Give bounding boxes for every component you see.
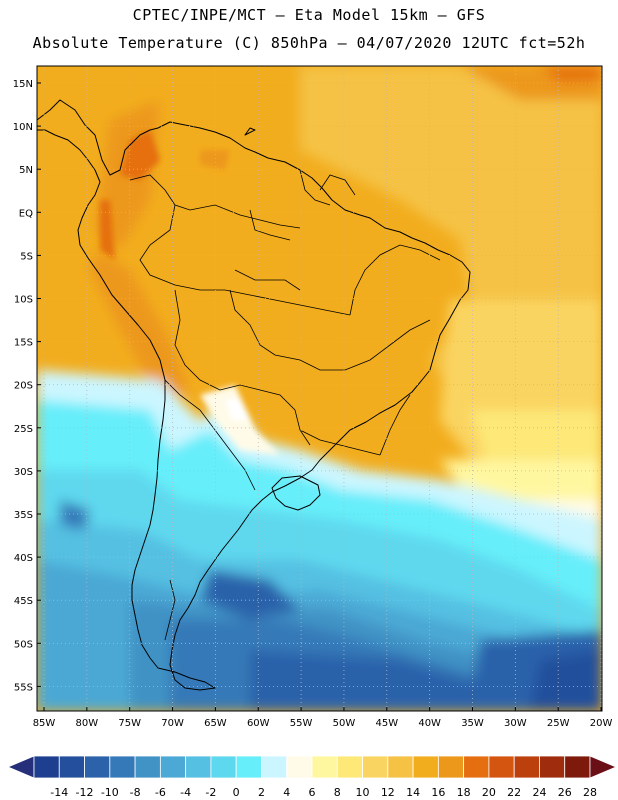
colorbar-swatch bbox=[134, 755, 161, 779]
longitude-label: 25W bbox=[547, 718, 570, 729]
colorbar: -14 -12 -10 -8 -6 -4 -2 0 2 4 6 8 10 12 14 16 18 20 22 24 26… bbox=[6, 755, 618, 799]
colorbar-swatch bbox=[286, 755, 313, 779]
latitude-label: EQ bbox=[19, 208, 33, 219]
latitude-label: 40S bbox=[14, 553, 33, 564]
latitude-label: 10N bbox=[13, 122, 33, 133]
map-frame bbox=[36, 65, 603, 712]
colorbar-label: 22 bbox=[507, 786, 521, 799]
colorbar-min-arrow bbox=[6, 755, 35, 779]
longitude-label: 70W bbox=[161, 718, 184, 729]
longitude-labels: 85W 80W 75W 70W 65W 60W 55W 50W 45W 40W 35W 30W 25W 2… bbox=[33, 707, 613, 729]
longitude-label: 65W bbox=[204, 718, 227, 729]
colorbar-swatch bbox=[437, 755, 465, 779]
colorbar-label: 16 bbox=[431, 786, 445, 799]
colorbar-label: 10 bbox=[356, 786, 370, 799]
colorbar-swatch bbox=[362, 755, 389, 779]
colorbar-swatch bbox=[564, 755, 591, 779]
longitude-label: 55W bbox=[290, 718, 313, 729]
latitude-label: 35S bbox=[14, 510, 33, 521]
colorbar-label: -6 bbox=[155, 786, 166, 799]
colorbar-label: 6 bbox=[309, 786, 316, 799]
map-subtitle: Absolute Temperature (C) 850hPa – 04/07/… bbox=[32, 34, 586, 52]
longitude-label: 85W bbox=[33, 718, 56, 729]
colorbar-label: 8 bbox=[334, 786, 341, 799]
colorbar-label: -14 bbox=[50, 786, 68, 799]
latitude-label: 25S bbox=[14, 424, 33, 435]
longitude-label: 80W bbox=[76, 718, 99, 729]
coastline bbox=[37, 99, 471, 691]
colorbar-swatch bbox=[488, 755, 515, 779]
colorbar-label: 28 bbox=[583, 786, 597, 799]
colorbar-label: 20 bbox=[482, 786, 496, 799]
colorbar-label: 24 bbox=[532, 786, 546, 799]
longitude-label: 75W bbox=[118, 718, 141, 729]
colorbar-label: 26 bbox=[558, 786, 572, 799]
colorbar-label: 12 bbox=[381, 786, 395, 799]
temperature-field bbox=[37, 66, 602, 711]
latitude-label: 50S bbox=[14, 639, 33, 650]
colorbar-label: -8 bbox=[130, 786, 141, 799]
colorbar-swatch bbox=[513, 755, 540, 779]
colorbar-swatch bbox=[109, 755, 136, 779]
longitude-label: 50W bbox=[333, 718, 356, 729]
colorbar-swatch bbox=[412, 755, 439, 779]
colorbar-swatch bbox=[159, 755, 187, 779]
colorbar-swatch bbox=[33, 755, 60, 779]
latitude-label: 30S bbox=[14, 467, 33, 478]
longitude-label: 60W bbox=[247, 718, 270, 729]
colorbar-swatch bbox=[336, 755, 363, 779]
latitude-label: 15S bbox=[14, 338, 33, 349]
latitude-label: 45S bbox=[14, 596, 33, 607]
latitude-label: 55S bbox=[14, 682, 33, 693]
colorbar-swatch bbox=[210, 755, 237, 779]
longitude-label: 20W bbox=[590, 718, 613, 729]
longitude-label: 40W bbox=[418, 718, 441, 729]
longitude-label: 35W bbox=[461, 718, 484, 729]
colorbar-swatch bbox=[311, 755, 338, 779]
colorbar-label: 18 bbox=[457, 786, 471, 799]
colorbar-label: -2 bbox=[205, 786, 216, 799]
latitude-label: 5N bbox=[19, 165, 33, 176]
colorbar-label: 14 bbox=[406, 786, 420, 799]
colorbar-label: -12 bbox=[76, 786, 94, 799]
colorbar-max-arrow bbox=[589, 755, 618, 779]
colorbar-swatch bbox=[84, 755, 111, 779]
colorbar-label: 0 bbox=[233, 786, 240, 799]
colorbar-swatch bbox=[261, 755, 288, 779]
colorbar-label: -4 bbox=[180, 786, 191, 799]
colorbar-swatch bbox=[539, 755, 566, 779]
colorbar-swatch bbox=[387, 755, 414, 779]
colorbar-label: 4 bbox=[283, 786, 290, 799]
map-title: CPTEC/INPE/MCT – Eta Model 15km – GFS bbox=[132, 6, 486, 24]
latitude-labels: 15N 10N 5N EQ 5S 10S 15S 20S 25S 30S 35S 40S 45S 50S 5… bbox=[13, 79, 41, 693]
colorbar-swatch bbox=[185, 755, 212, 779]
colorbar-swatch bbox=[58, 755, 85, 779]
latitude-label: 5S bbox=[20, 251, 33, 262]
longitude-label: 30W bbox=[504, 718, 527, 729]
latitude-label: 10S bbox=[14, 295, 33, 306]
latitude-label: 20S bbox=[14, 381, 33, 392]
latitude-label: 15N bbox=[13, 79, 33, 90]
country-borders bbox=[129, 169, 441, 641]
colorbar-label: 2 bbox=[258, 786, 265, 799]
colorbar-label: -10 bbox=[101, 786, 119, 799]
longitude-label: 45W bbox=[375, 718, 398, 729]
colorbar-swatch bbox=[463, 755, 490, 779]
colorbar-swatch bbox=[235, 755, 262, 779]
